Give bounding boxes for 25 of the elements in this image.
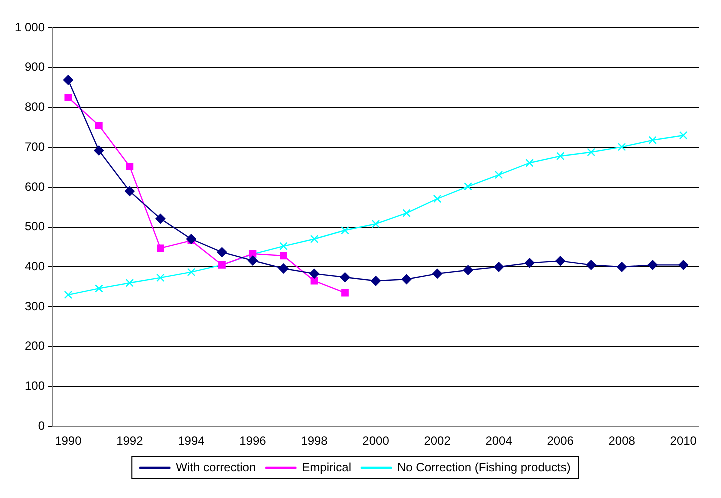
y-tick-label: 900 — [25, 60, 46, 74]
legend-label: With correction — [176, 460, 256, 474]
x-tick-label: 2000 — [362, 434, 390, 448]
y-tick-label: 200 — [25, 339, 46, 354]
x-tick-label: 2010 — [670, 434, 698, 448]
x-tick-label: 1990 — [55, 434, 82, 448]
legend-label: No Correction (Fishing products) — [397, 460, 571, 474]
x-tick-label: 2002 — [424, 434, 452, 448]
y-tick-label: 500 — [25, 220, 46, 234]
y-tick-label: 600 — [25, 180, 46, 194]
x-tick-label: 1992 — [116, 434, 144, 448]
y-tick-label: 0 — [38, 418, 46, 433]
y-tick-label: 300 — [25, 299, 46, 314]
x-tick-label: 2006 — [547, 434, 574, 448]
y-tick-label: 700 — [25, 140, 46, 154]
x-tick-label: 2008 — [608, 434, 636, 448]
x-tick-label: 2004 — [486, 434, 513, 448]
x-tick-label: 1998 — [301, 434, 328, 448]
y-tick-label: 1 000 — [15, 20, 46, 34]
legend-label: Empirical — [302, 460, 352, 474]
x-tick-label: 1996 — [240, 434, 267, 448]
y-tick-label: 400 — [25, 259, 46, 274]
y-tick-label: 800 — [25, 100, 46, 114]
y-tick-label: 100 — [25, 379, 46, 394]
x-tick-label: 1994 — [178, 434, 206, 448]
